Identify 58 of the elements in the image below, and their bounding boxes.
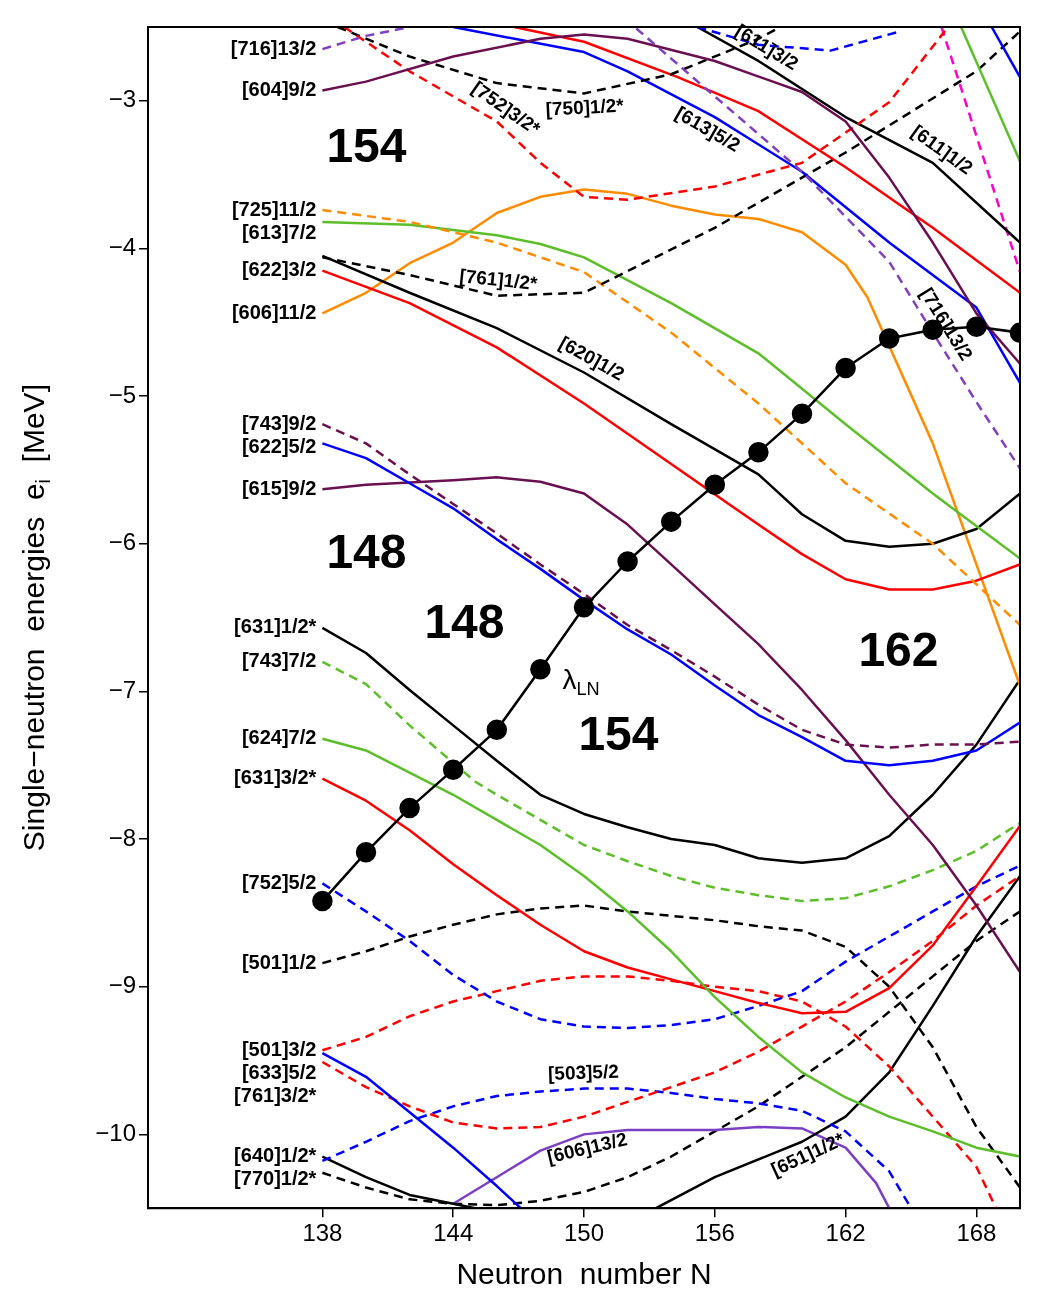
x-tick-label: 138: [302, 1219, 343, 1247]
y-tick-label: −6: [108, 528, 136, 556]
series-label: [622]3/2: [241, 258, 317, 281]
x-tick-label: 162: [825, 1219, 866, 1247]
point: [573, 597, 595, 618]
annotation: 148: [424, 595, 505, 649]
x-tick-label: 156: [694, 1219, 735, 1247]
series-label: [624]7/2: [241, 726, 317, 749]
series-label: [501]1/2: [241, 950, 317, 973]
series-label: [604]9/2: [241, 78, 317, 101]
y-tick-label: −4: [108, 233, 136, 261]
x-tick-label: 144: [433, 1219, 474, 1247]
y-axis-title: Single−neutron energies ei [MeV]: [17, 384, 55, 852]
series-label: [622]5/2: [241, 434, 317, 457]
y-tick-label: −7: [108, 676, 136, 704]
series-label: [752]5/2: [241, 870, 317, 893]
series-label: [770]1/2*: [234, 1167, 317, 1190]
y-tick-label: −8: [108, 823, 136, 851]
series-label: [743]9/2: [241, 411, 317, 434]
series-label: [501]3/2: [241, 1037, 317, 1060]
x-tick-label: 168: [956, 1219, 997, 1247]
point: [704, 474, 726, 495]
point: [355, 842, 377, 863]
series-label: [615]9/2: [241, 476, 317, 499]
series-label: [606]11/2: [231, 300, 317, 323]
annotation: 154: [578, 707, 659, 761]
point: [660, 511, 682, 532]
series-label: [743]7/2: [241, 649, 317, 672]
annotation: 162: [858, 623, 939, 677]
point: [486, 719, 508, 741]
series-label: [631]3/2*: [234, 766, 317, 789]
series-label: [631]1/2*: [234, 615, 317, 638]
series-label: [640]1/2*: [234, 1144, 317, 1167]
y-tick-label: −5: [108, 380, 136, 408]
annotation: 154: [326, 119, 407, 173]
point: [442, 759, 464, 780]
series-label: [761]3/2*: [234, 1083, 317, 1106]
point: [399, 797, 420, 819]
point: [791, 403, 813, 425]
point: [530, 659, 551, 680]
point: [617, 551, 638, 572]
series-label: [633]5/2: [241, 1060, 317, 1083]
annotation: 148: [326, 525, 407, 579]
series-label: [716]13/2: [230, 36, 317, 59]
x-axis-title: Neutron number N: [456, 1257, 712, 1291]
x-tick-label: 150: [563, 1219, 605, 1247]
point: [748, 441, 769, 463]
y-tick-label: −9: [108, 971, 136, 999]
annotation: [761]1/2*: [458, 265, 539, 294]
point: [835, 357, 856, 379]
point: [878, 328, 900, 349]
line-series: [321, 864, 1020, 1030]
annotation: [750]1/2*: [545, 94, 625, 120]
series-label: [725]11/2: [231, 197, 317, 220]
series-label: [613]7/2: [241, 220, 317, 243]
annotation: [503]5/2: [547, 1060, 620, 1085]
y-tick-label: −3: [108, 85, 136, 113]
y-tick-label: −10: [95, 1119, 136, 1146]
